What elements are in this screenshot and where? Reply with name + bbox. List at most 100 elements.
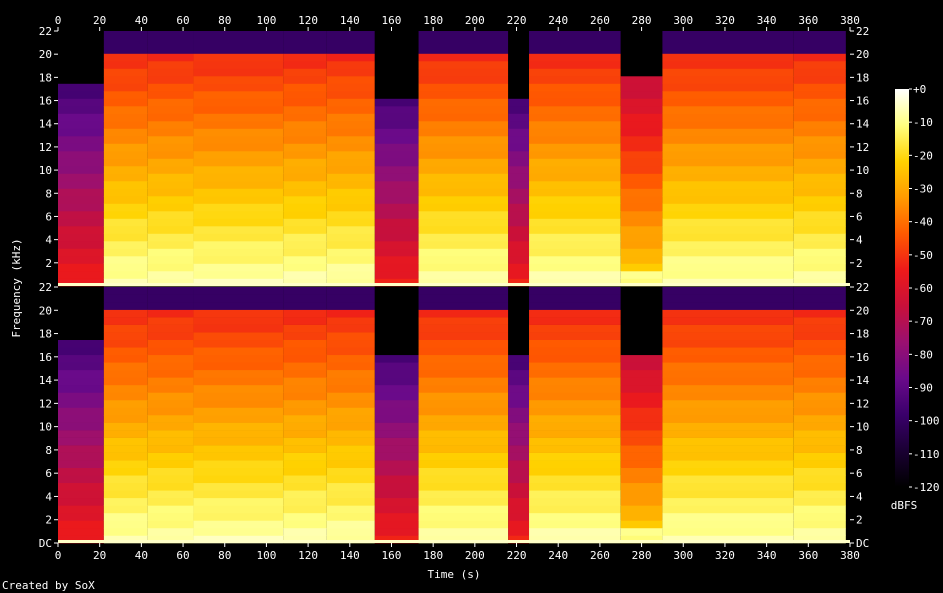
spectral-band: [103, 83, 148, 92]
spectral-band: [620, 527, 663, 536]
spectral-band: [103, 226, 148, 234]
spectral-band: [193, 407, 284, 416]
y-tick-label: 10: [39, 164, 52, 177]
spectral-band: [508, 482, 530, 491]
spectral-band: [103, 53, 148, 62]
spectral-band: [193, 467, 284, 476]
spectral-band: [147, 248, 194, 257]
spectral-band: [529, 317, 621, 325]
spectral-band: [193, 422, 284, 431]
spectral-band: [529, 354, 621, 363]
spectral-band: [793, 241, 846, 249]
spectral-band: [326, 113, 375, 122]
segment: [193, 31, 284, 287]
spectral-band: [193, 61, 284, 69]
spectral-band: [326, 203, 375, 212]
spectral-band: [662, 196, 794, 204]
spectral-band: [103, 437, 148, 446]
spectral-band: [793, 384, 846, 393]
spectral-band: [326, 317, 375, 325]
spectral-band: [620, 196, 663, 204]
spectral-band: [193, 475, 284, 484]
spectral-band: [147, 482, 194, 491]
y-axis-label: Frequency (kHz): [10, 238, 23, 337]
spectral-band: [58, 362, 104, 371]
spectral-band: [418, 354, 509, 363]
spectral-band: [103, 248, 148, 257]
spectral-band: [326, 520, 375, 529]
x-tick-label: 280: [632, 549, 652, 562]
spectral-band: [193, 482, 284, 491]
spectral-band: [326, 121, 375, 129]
x-tick-label: 120: [298, 549, 318, 562]
spectral-band: [508, 317, 530, 325]
spectral-band: [620, 31, 663, 39]
spectral-band: [58, 181, 104, 189]
spectral-band: [418, 332, 509, 341]
spectral-band: [418, 497, 509, 506]
spectral-band: [193, 233, 284, 242]
spectral-band: [147, 535, 194, 544]
spectral-band: [374, 475, 419, 484]
spectral-band: [418, 233, 509, 242]
spectral-band: [103, 173, 148, 182]
spectral-band: [58, 430, 104, 438]
spectral-band: [147, 181, 194, 189]
spectral-band: [374, 136, 419, 144]
spectral-band: [103, 490, 148, 499]
spectral-band: [326, 98, 375, 107]
spectral-band: [103, 188, 148, 197]
spectral-band: [103, 527, 148, 536]
spectral-band: [58, 263, 104, 272]
spectral-band: [374, 392, 419, 401]
spectral-band: [326, 91, 375, 99]
spectral-band: [620, 68, 663, 77]
spectral-band: [662, 121, 794, 129]
spectral-band: [418, 407, 509, 416]
spectral-band: [508, 46, 530, 54]
spectral-band: [374, 460, 419, 469]
spectral-band: [326, 452, 375, 461]
spectral-band: [793, 354, 846, 363]
spectral-band: [529, 324, 621, 333]
spectral-band: [283, 128, 327, 137]
spectral-band: [793, 121, 846, 129]
spectral-band: [662, 263, 794, 272]
y-tick-label: 2: [45, 514, 52, 527]
spectral-band: [508, 128, 530, 137]
spectral-band: [508, 302, 530, 310]
spectral-band: [418, 309, 509, 318]
spectral-band: [529, 294, 621, 303]
spectral-band: [793, 460, 846, 469]
y-tick-label-right: 16: [856, 351, 869, 364]
spectral-band: [529, 490, 621, 499]
spectral-band: [283, 233, 327, 242]
spectral-band: [193, 166, 284, 174]
spectral-band: [529, 121, 621, 129]
dc-line: [58, 283, 850, 286]
x-axis-label: Time (s): [428, 568, 481, 581]
x-tick-label: 360: [798, 549, 818, 562]
spectral-band: [620, 354, 663, 363]
spectral-band: [620, 407, 663, 416]
spectral-band: [58, 452, 104, 461]
spectral-band: [283, 46, 327, 54]
spectral-band: [103, 128, 148, 137]
spectral-band: [326, 271, 375, 279]
spectral-band: [508, 430, 530, 438]
spectral-band: [58, 354, 104, 363]
spectral-band: [374, 490, 419, 499]
x-tick-label: 20: [93, 549, 106, 562]
spectral-band: [374, 211, 419, 219]
spectral-band: [508, 121, 530, 129]
spectral-band: [283, 407, 327, 416]
segment: [508, 31, 530, 287]
spectral-band: [103, 362, 148, 371]
spectral-band: [283, 339, 327, 348]
spectral-band: [283, 218, 327, 227]
spectral-band: [508, 512, 530, 521]
spectral-band: [147, 347, 194, 356]
segment: [58, 287, 104, 544]
spectral-band: [508, 263, 530, 272]
